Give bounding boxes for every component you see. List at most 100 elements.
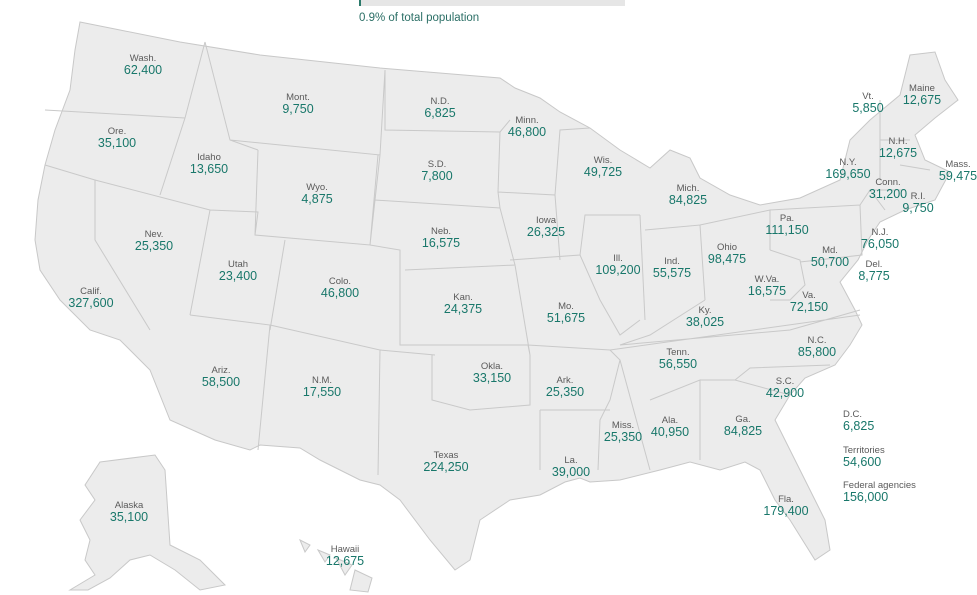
state-value: 7,800: [421, 168, 453, 183]
state-value: 111,150: [765, 222, 809, 237]
hawaii-shape: [299, 538, 373, 593]
state-label: R.I. 9,750: [902, 192, 933, 215]
state-name: Idaho: [197, 152, 221, 163]
state-value: 46,800: [507, 124, 547, 139]
state-label: Mich. 84,825: [669, 184, 707, 207]
state-name: Vt.: [862, 91, 874, 102]
state-value: 8,775: [858, 268, 890, 283]
other-total-value: 6,825: [843, 418, 875, 433]
state-label: Alaska 35,100: [110, 501, 148, 524]
state-label: Colo. 46,800: [321, 277, 359, 300]
state-name: Md.: [822, 245, 838, 256]
state-value: 55,575: [652, 265, 692, 280]
state-name: Mont.: [286, 92, 310, 103]
state-label: Neb. 16,575: [422, 227, 460, 250]
alaska-shape: [68, 454, 227, 591]
state-name: Tenn.: [666, 347, 690, 358]
state-value: 9,750: [282, 101, 314, 116]
state-value: 25,350: [545, 384, 585, 399]
other-total-name: Federal agencies: [843, 480, 916, 491]
state-label: Ark. 25,350: [546, 376, 584, 399]
state-label: N.H. 12,675: [879, 137, 917, 160]
state-value: 35,100: [97, 135, 137, 150]
state-label: Md. 50,700: [811, 246, 849, 269]
state-name: N.C.: [807, 335, 827, 346]
state-label: N.C. 85,800: [798, 336, 836, 359]
state-value: 4,875: [301, 191, 333, 206]
state-name: Mo.: [558, 301, 574, 312]
state-name: Ill.: [613, 253, 623, 264]
state-borders: [44, 41, 931, 476]
state-label: Hawaii 12,675: [326, 545, 364, 568]
state-name: Alaska: [114, 500, 144, 511]
state-name: W.Va.: [754, 274, 780, 285]
other-total-label: Territories 54,600: [843, 446, 885, 469]
state-value: 17,550: [302, 384, 342, 399]
state-name: Ark.: [556, 375, 574, 386]
state-value: 169,650: [825, 166, 871, 181]
state-value: 31,200: [868, 186, 908, 201]
state-value: 179,400: [763, 503, 809, 518]
state-name: N.J.: [871, 227, 889, 238]
state-name: Ohio: [716, 242, 738, 253]
state-name: Mass.: [945, 159, 971, 170]
state-label: Minn. 46,800: [508, 116, 546, 139]
state-value: 76,050: [860, 236, 900, 251]
state-label: N.Y. 169,650: [825, 158, 870, 181]
state-value: 26,325: [526, 224, 566, 239]
state-value: 39,000: [551, 464, 591, 479]
state-label: Conn. 31,200: [869, 178, 907, 201]
state-label: S.C. 42,900: [766, 377, 804, 400]
state-label: Ariz. 58,500: [202, 366, 240, 389]
state-name: Miss.: [611, 420, 635, 431]
state-name: Ala.: [661, 415, 679, 426]
state-label: Ala. 40,950: [651, 416, 689, 439]
state-value: 16,575: [747, 283, 787, 298]
state-value: 42,900: [765, 385, 805, 400]
state-name: Texas: [433, 450, 459, 461]
state-value: 58,500: [201, 374, 241, 389]
state-label: Vt. 5,850: [852, 92, 883, 115]
state-label: Wis. 49,725: [584, 156, 622, 179]
state-name: Ky.: [698, 305, 712, 316]
state-value: 13,650: [189, 161, 229, 176]
state-name: N.H.: [888, 136, 908, 147]
state-label: Ind. 55,575: [653, 257, 691, 280]
state-name: Wyo.: [306, 182, 328, 193]
state-value: 9,750: [902, 200, 934, 215]
state-label: Idaho 13,650: [190, 153, 228, 176]
state-value: 59,475: [938, 168, 977, 183]
state-label: N.M. 17,550: [303, 376, 341, 399]
state-name: Ore.: [107, 126, 127, 137]
state-value: 327,600: [68, 295, 114, 310]
state-value: 25,350: [603, 429, 643, 444]
state-label: Wash. 62,400: [124, 54, 162, 77]
state-name: Conn.: [875, 177, 901, 188]
state-label: N.J. 76,050: [861, 228, 899, 251]
state-name: Ind.: [664, 256, 680, 267]
state-label: Fla. 179,400: [763, 495, 808, 518]
state-label: Calif. 327,600: [68, 287, 113, 310]
state-value: 98,475: [707, 251, 747, 266]
state-value: 25,350: [134, 238, 174, 253]
state-name: N.D.: [430, 96, 450, 107]
state-name: Nev.: [144, 229, 164, 240]
state-name: R.I.: [910, 191, 926, 202]
state-label: Ohio 98,475: [708, 243, 746, 266]
other-total-value: 156,000: [843, 489, 889, 504]
state-value: 12,675: [902, 92, 942, 107]
state-value: 84,825: [668, 192, 708, 207]
contiguous-us-shape: [34, 21, 959, 571]
state-value: 38,025: [685, 314, 725, 329]
state-label: Maine 12,675: [903, 84, 941, 107]
population-share-marker: [359, 0, 361, 6]
state-name: Wis.: [593, 155, 613, 166]
state-label: Okla. 33,150: [473, 362, 511, 385]
state-value: 72,150: [789, 299, 829, 314]
state-label: Mont. 9,750: [282, 93, 313, 116]
state-value: 224,250: [423, 459, 469, 474]
state-value: 35,100: [109, 509, 149, 524]
state-name: Wash.: [129, 53, 157, 64]
state-label: N.D. 6,825: [424, 97, 455, 120]
state-name: Kan.: [453, 292, 473, 303]
